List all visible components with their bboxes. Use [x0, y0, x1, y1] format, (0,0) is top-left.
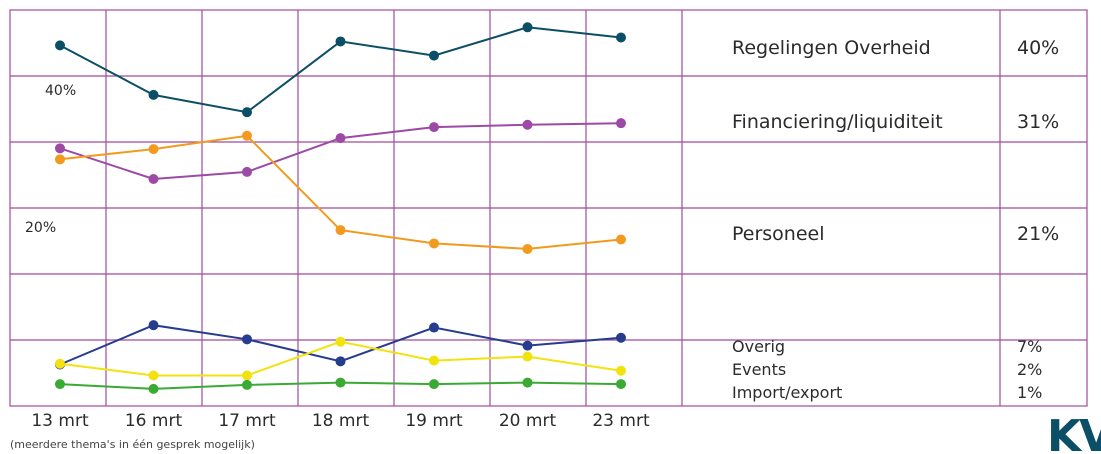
legend-label: Events: [732, 360, 786, 379]
data-point: [429, 323, 439, 333]
data-point: [55, 359, 65, 369]
data-point: [242, 370, 252, 380]
data-point: [242, 167, 252, 177]
y-tick-label: 40%: [45, 83, 76, 99]
x-tick-label: 18 mrt: [312, 411, 370, 431]
data-point: [429, 356, 439, 366]
data-point: [429, 238, 439, 248]
data-point: [336, 356, 346, 366]
data-point: [242, 334, 252, 344]
legend-label: Financiering/liquiditeit: [732, 111, 943, 133]
data-point: [149, 174, 159, 184]
company-logo: KV: [1037, 411, 1101, 454]
data-point: [55, 40, 65, 50]
data-point: [429, 122, 439, 132]
data-point: [149, 320, 159, 330]
legend-share: 21%: [1017, 223, 1059, 245]
data-point: [429, 51, 439, 61]
data-point: [149, 370, 159, 380]
y-tick-labels: 40% 20%: [25, 83, 76, 236]
data-point: [523, 352, 533, 362]
data-point: [336, 337, 346, 347]
data-point: [616, 379, 626, 389]
data-point: [616, 366, 626, 376]
legend-share: 31%: [1017, 111, 1059, 133]
data-point: [55, 379, 65, 389]
data-point: [523, 341, 533, 351]
legend-share: 2%: [1017, 360, 1042, 379]
data-point: [429, 379, 439, 389]
data-point: [242, 107, 252, 117]
data-point: [149, 384, 159, 394]
data-point: [55, 143, 65, 153]
x-tick-label: 20 mrt: [499, 411, 557, 431]
chart-grid: [10, 10, 1087, 406]
x-tick-label: 19 mrt: [405, 411, 463, 431]
legend-share: 7%: [1017, 337, 1042, 356]
data-point: [616, 235, 626, 245]
legend: Regelingen Overheid 40% Financiering/liqui…: [732, 37, 1059, 402]
legend-label: Regelingen Overheid: [732, 37, 931, 59]
x-tick-label: 23 mrt: [592, 411, 650, 431]
x-tick-label: 16 mrt: [125, 411, 183, 431]
series-import-export: [55, 378, 626, 394]
legend-label: Import/export: [732, 383, 842, 402]
legend-label: Overig: [732, 337, 785, 356]
legend-share: 40%: [1017, 37, 1059, 59]
x-tick-label: 13 mrt: [31, 411, 89, 431]
data-point: [336, 225, 346, 235]
series-personeel: [55, 131, 626, 254]
data-point: [616, 333, 626, 343]
x-tick-labels: 13 mrt 16 mrt 17 mrt 18 mrt 19 mrt 20 mrt 23 m…: [31, 411, 650, 431]
data-point: [523, 244, 533, 254]
data-point: [616, 33, 626, 43]
data-point: [55, 154, 65, 164]
data-point: [242, 380, 252, 390]
data-point: [149, 144, 159, 154]
x-tick-label: 17 mrt: [218, 411, 276, 431]
footnote: (meerdere thema's in één gesprek mogelij…: [10, 438, 255, 451]
data-point: [149, 90, 159, 100]
data-point: [336, 378, 346, 388]
legend-share: 1%: [1017, 383, 1042, 402]
data-point: [523, 120, 533, 130]
legend-label: Personeel: [732, 223, 825, 245]
data-point: [336, 133, 346, 143]
series-regelingen-overheid: [55, 22, 626, 117]
data-point: [336, 36, 346, 46]
data-point: [616, 118, 626, 128]
data-point: [523, 22, 533, 32]
y-tick-label: 20%: [25, 220, 56, 236]
data-point: [523, 378, 533, 388]
data-point: [242, 131, 252, 141]
logo-text: KV: [1047, 411, 1101, 454]
